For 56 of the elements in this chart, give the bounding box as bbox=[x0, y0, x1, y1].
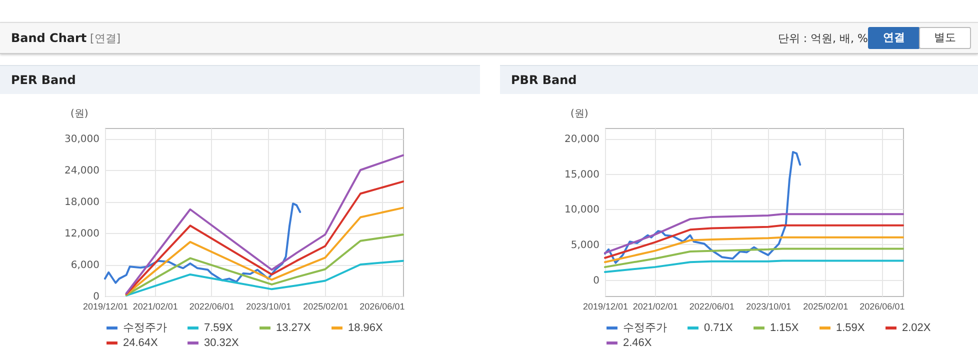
y-tick-label: 18,000 bbox=[64, 197, 100, 208]
line-series bbox=[604, 151, 802, 264]
x-tick-label: 2023/10/01 bbox=[746, 302, 792, 312]
text: 단위 : 억원, 배, % bbox=[778, 31, 868, 46]
line-series bbox=[604, 224, 904, 259]
y-tick-label: 15,000 bbox=[564, 169, 600, 180]
x-tick-label: 2021/02/01 bbox=[132, 302, 178, 312]
toggle-button[interactable]: 별도 bbox=[919, 27, 971, 49]
legend-label: 30.32X bbox=[204, 337, 240, 349]
line-series bbox=[125, 180, 404, 295]
chart-title: PER Band bbox=[0, 65, 480, 94]
legend-label: 1.15X bbox=[770, 322, 800, 334]
y-tick-label: 6,000 bbox=[70, 260, 100, 271]
y-tick-label: 30,000 bbox=[64, 134, 100, 145]
legend-label: 수정주가 bbox=[623, 322, 667, 334]
y-axis-title: (원) bbox=[570, 108, 588, 120]
legend-label: 13.27X bbox=[276, 322, 312, 334]
x-tick-label: 2023/10/01 bbox=[246, 302, 292, 312]
x-tick-label: 2019/12/01 bbox=[582, 302, 628, 312]
legend-label: 2.46X bbox=[623, 337, 652, 349]
line-series bbox=[125, 234, 404, 296]
line-series bbox=[604, 260, 904, 273]
x-tick-label: 2022/06/01 bbox=[189, 302, 234, 312]
x-tick-label: 2019/12/01 bbox=[82, 302, 128, 312]
line-series bbox=[104, 202, 302, 284]
y-tick-label: 0 bbox=[93, 292, 100, 302]
legend-label: 수정주가 bbox=[123, 322, 167, 334]
legend-label: 0.71X bbox=[704, 322, 734, 334]
legend-label: 1.59X bbox=[836, 322, 866, 334]
text: Band Chart bbox=[11, 31, 87, 45]
line-series bbox=[125, 260, 404, 296]
y-tick-label: 0 bbox=[593, 275, 600, 286]
text: [연결] bbox=[90, 31, 121, 46]
chart-title: PBR Band bbox=[500, 65, 978, 94]
y-tick-label: 10,000 bbox=[564, 204, 600, 216]
legend-label: 2.02X bbox=[902, 322, 932, 334]
x-tick-label: 2026/06/01 bbox=[360, 302, 405, 312]
line-series bbox=[125, 206, 404, 296]
line-series bbox=[604, 213, 904, 254]
x-tick-label: 2021/02/01 bbox=[632, 302, 678, 312]
line-series bbox=[604, 236, 904, 264]
x-tick-label: 2026/06/01 bbox=[860, 302, 905, 312]
toggle-button[interactable]: 연결 bbox=[868, 27, 920, 49]
legend-label: 24.64X bbox=[123, 337, 159, 349]
x-tick-label: 2022/06/01 bbox=[689, 302, 734, 312]
legend-label: 18.96X bbox=[348, 322, 384, 334]
y-tick-label: 24,000 bbox=[64, 166, 100, 176]
line-series bbox=[604, 248, 904, 268]
y-tick-label: 20,000 bbox=[564, 134, 600, 146]
x-tick-label: 2025/02/01 bbox=[303, 302, 348, 312]
legend-label: 7.59X bbox=[204, 322, 234, 334]
y-tick-label: 5,000 bbox=[570, 240, 600, 251]
x-tick-label: 2025/02/01 bbox=[803, 302, 848, 312]
y-axis-title: (원) bbox=[70, 108, 88, 120]
y-tick-label: 12,000 bbox=[64, 228, 100, 240]
line-series bbox=[125, 154, 404, 294]
